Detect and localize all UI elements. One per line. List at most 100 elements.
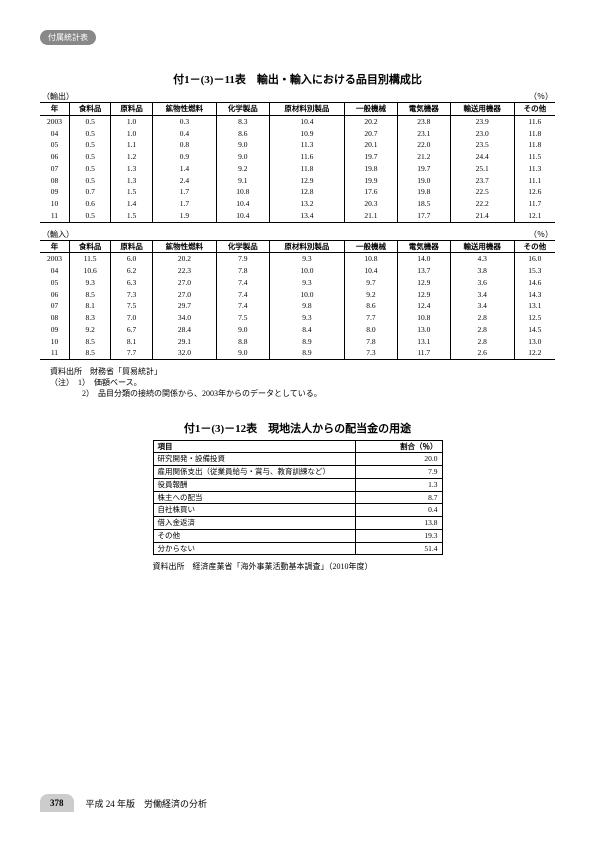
table-cell: 23.8 [397, 115, 450, 127]
table-row: 雇用関係支出（従業員給与・賞与、教育訓練など）7.9 [153, 466, 442, 479]
table-cell: 6.7 [111, 324, 152, 336]
table-cell: 29.1 [152, 336, 216, 348]
table-cell: 20.0 [355, 453, 442, 466]
table-row: 100.61.41.710.413.220.318.522.211.7 [40, 198, 555, 210]
table-row: 株主への配当8.7 [153, 491, 442, 504]
table-cell: 2.8 [450, 336, 514, 348]
table-cell: 借入金返済 [153, 517, 355, 530]
table-cell: 7.9 [216, 253, 269, 265]
table-cell: 8.4 [269, 324, 344, 336]
table-cell: 9.0 [216, 347, 269, 359]
table-cell: 07 [40, 163, 69, 175]
table-cell: 04 [40, 265, 69, 277]
table-cell: 21.1 [345, 210, 398, 222]
table-cell: 04 [40, 128, 69, 140]
note-line-1: （注） 1） 価額ベース。 [50, 377, 555, 388]
column-header: 一般機械 [345, 240, 398, 253]
table-cell: 7.7 [345, 312, 398, 324]
table-cell: 0.6 [69, 198, 110, 210]
table-cell: 4.3 [450, 253, 514, 265]
table-cell: 8.5 [69, 347, 110, 359]
table-cell: 09 [40, 324, 69, 336]
footer-text: 平成 24 年版 労働経済の分析 [86, 797, 208, 810]
table-cell: 1.2 [111, 151, 152, 163]
table-cell: 18.5 [397, 198, 450, 210]
table-cell: 13.0 [397, 324, 450, 336]
table-cell: 12.5 [514, 312, 555, 324]
table-row: 040.51.00.48.610.920.723.123.011.8 [40, 128, 555, 140]
table-cell: 7.4 [216, 277, 269, 289]
table-cell: 06 [40, 289, 69, 301]
column-header: 電気機器 [397, 103, 450, 116]
table12-title: 付1－(3)－12表 現地法人からの配当金の用途 [153, 420, 443, 436]
table-cell: 12.1 [514, 210, 555, 222]
table-cell: 19.0 [397, 175, 450, 187]
table-cell: 29.7 [152, 300, 216, 312]
table-cell: 22.5 [450, 186, 514, 198]
table-cell: 21.2 [397, 151, 450, 163]
table-cell: 14.6 [514, 277, 555, 289]
table-cell: 12.2 [514, 347, 555, 359]
page-footer: 378 平成 24 年版 労働経済の分析 [40, 794, 207, 812]
table-cell: 11.8 [514, 128, 555, 140]
table-cell: 3.4 [450, 300, 514, 312]
unit-label-2: （％） [529, 229, 553, 240]
table-cell: 10.6 [69, 265, 110, 277]
table-row: 200311.56.020.27.99.310.814.04.316.0 [40, 253, 555, 265]
table-row: 078.17.529.77.49.88.612.43.413.1 [40, 300, 555, 312]
table-cell: 9.8 [269, 300, 344, 312]
export-label: （輸出） [42, 91, 74, 102]
table-cell: 14.3 [514, 289, 555, 301]
table-cell: 7.9 [355, 466, 442, 479]
column-header: 年 [40, 240, 69, 253]
table-cell: 20.2 [152, 253, 216, 265]
unit-label: （％） [529, 91, 553, 102]
table-cell: 0.4 [152, 128, 216, 140]
table-cell: 23.9 [450, 115, 514, 127]
table-cell: 8.5 [69, 289, 110, 301]
table-cell: 9.0 [216, 139, 269, 151]
table-cell: 10.8 [397, 312, 450, 324]
t12-col1: 項目 [153, 440, 355, 453]
table-cell: 11 [40, 347, 69, 359]
table-cell: 1.9 [152, 210, 216, 222]
table-row: 分からない51.4 [153, 542, 442, 555]
table-cell: 07 [40, 300, 69, 312]
table-cell: 23.1 [397, 128, 450, 140]
table-cell: 7.3 [345, 347, 398, 359]
table-cell: 1.4 [152, 163, 216, 175]
table-cell: 10.8 [216, 186, 269, 198]
table-cell: 22.2 [450, 198, 514, 210]
table-cell: 9.2 [345, 289, 398, 301]
table-row: 借入金返済13.8 [153, 517, 442, 530]
table-cell: 1.3 [355, 478, 442, 491]
table-cell: 8.9 [269, 336, 344, 348]
table-cell: 0.7 [69, 186, 110, 198]
table-cell: 9.3 [269, 312, 344, 324]
table11-title: 付1－(3)－11表 輸出・輸入における品目別構成比 [40, 71, 555, 87]
table-cell: 11.1 [514, 175, 555, 187]
table-cell: 役員報酬 [153, 478, 355, 491]
table-cell: 10.0 [269, 265, 344, 277]
table-cell: 10.8 [345, 253, 398, 265]
table-cell: 11.3 [514, 163, 555, 175]
table-row: 研究開発・設備投資20.0 [153, 453, 442, 466]
column-header: 原料品 [111, 240, 152, 253]
table-cell: 10.4 [269, 115, 344, 127]
table-cell: 12.9 [397, 277, 450, 289]
table-cell: 22.0 [397, 139, 450, 151]
table-cell: 0.9 [152, 151, 216, 163]
table-cell: 9.1 [216, 175, 269, 187]
table-cell: 20.2 [345, 115, 398, 127]
column-header: 一般機械 [345, 103, 398, 116]
table-cell: 9.2 [216, 163, 269, 175]
note-line-2: 2） 品目分類の接続の関係から、2003年からのデータとしている。 [50, 388, 555, 399]
table-cell: 9.0 [216, 151, 269, 163]
table-cell: 2.6 [450, 347, 514, 359]
source-line: 資料出所 財務省「貿易統計」 [50, 366, 555, 377]
table-cell: 8.6 [345, 300, 398, 312]
table-cell: 0.5 [69, 210, 110, 222]
column-header: 年 [40, 103, 69, 116]
column-header: 化学製品 [216, 240, 269, 253]
table12-source: 資料出所 経済産業省「海外事業活動基本調査」（2010年度） [153, 561, 443, 572]
